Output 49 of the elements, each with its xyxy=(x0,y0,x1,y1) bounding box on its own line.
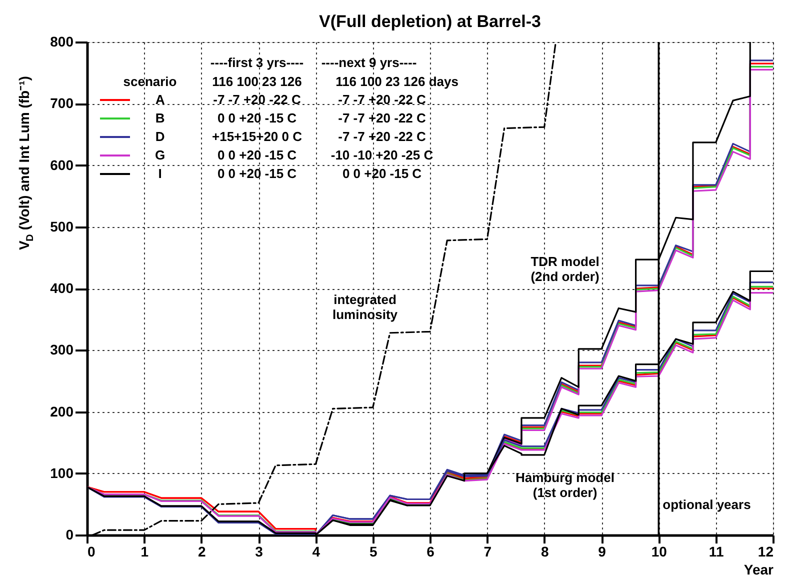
ref-line-label: optional years xyxy=(662,497,751,512)
y-tick-label: 800 xyxy=(50,34,74,50)
annotation: scenario xyxy=(123,74,177,89)
annotation: TDR model (2nd order) xyxy=(530,254,600,284)
x-tick-label: 10 xyxy=(651,544,668,560)
x-axis-title: Year xyxy=(744,562,774,576)
chart-title: V(Full depletion) at Barrel-3 xyxy=(319,12,541,31)
y-tick-label: 700 xyxy=(50,95,74,112)
annotation: integrated luminosity xyxy=(332,292,398,322)
x-tick-label: 11 xyxy=(708,544,724,560)
legend-label: I xyxy=(158,166,162,181)
y-tick-label: 100 xyxy=(50,464,74,481)
x-tick-label: 6 xyxy=(426,544,435,560)
y-tick-label: 500 xyxy=(50,218,74,234)
annotation: 0 0 +20 -15 C xyxy=(217,148,298,162)
x-tick-label: 3 xyxy=(255,544,264,560)
annotation: -7 -7 +20 -22 C xyxy=(338,92,427,107)
legend-label: G xyxy=(154,148,166,162)
y-tick-label: 200 xyxy=(50,403,74,420)
annotation: 0 0 +20 -15 C xyxy=(217,166,298,181)
y-axis-title: VD (Volt) and Int Lum (fb⁻¹) xyxy=(16,76,36,250)
x-tick-label: 0 xyxy=(88,544,96,560)
x-tick-label: 9 xyxy=(598,544,606,560)
y-tick-label: 0 xyxy=(66,526,74,542)
annotation: ----next 9 yrs---- xyxy=(321,55,417,70)
annotation: 0 0 +20 -15 C xyxy=(217,110,298,126)
y-tick-label: 400 xyxy=(50,280,74,296)
annotation: ----first 3 yrs---- xyxy=(210,55,304,70)
x-tick-label: 7 xyxy=(484,544,492,560)
x-tick-label: 12 xyxy=(758,544,774,560)
annotation: -10 -10 +20 -25 C xyxy=(330,148,434,162)
x-tick-label: 1 xyxy=(140,544,149,560)
y-tick-label: 600 xyxy=(50,156,74,173)
annotation: -7 -7 +20 -22 C xyxy=(338,129,427,144)
annotation: Hamburg model (1st order) xyxy=(516,470,614,500)
y-tick-label: 300 xyxy=(50,342,74,358)
annotation: 116 100 23 126 xyxy=(212,74,302,89)
annotation: +15+15+20 0 C xyxy=(212,129,303,144)
x-tick-label: 8 xyxy=(540,544,549,560)
x-tick-label: 5 xyxy=(369,544,378,560)
x-tick-label: 2 xyxy=(198,544,206,560)
annotation: -7 -7 +20 -22 C xyxy=(338,110,427,126)
annotation: 0 0 +20 -15 C xyxy=(342,166,422,181)
annotation: -7 -7 +20 -22 C xyxy=(213,92,302,107)
annotation: 116 100 23 126 days xyxy=(336,74,458,89)
legend-label: D xyxy=(155,129,165,144)
x-tick-label: 4 xyxy=(312,544,320,560)
legend-label: B xyxy=(155,110,165,126)
legend-label: A xyxy=(155,92,166,107)
